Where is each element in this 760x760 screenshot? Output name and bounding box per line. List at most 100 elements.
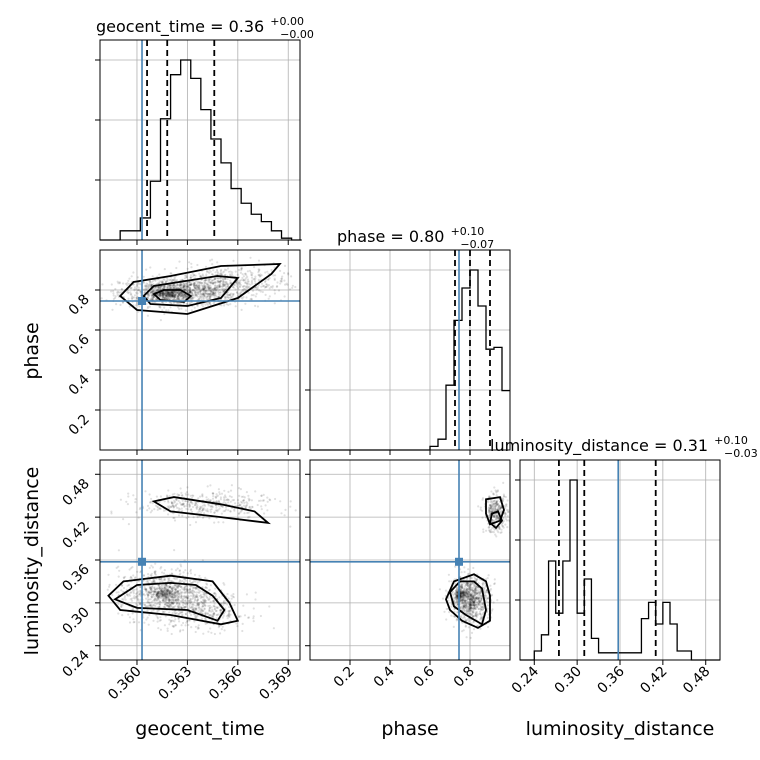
pair-phase-luminosity-distance-sample-point [466, 597, 469, 600]
pair-geocent-time-luminosity-distance-sample-point [107, 573, 110, 576]
pair-geocent-time-phase-sample-point [160, 280, 163, 283]
pair-geocent-time-phase-sample-point [162, 291, 165, 294]
pair-geocent-time-phase-sample-point [258, 289, 261, 292]
pair-geocent-time-luminosity-distance-sample-point [146, 600, 150, 603]
pair-geocent-time-phase-sample-point [181, 283, 184, 287]
pair-geocent-time-phase-sample-point [219, 271, 223, 274]
pair-geocent-time-phase-sample-point [199, 281, 202, 284]
pair-phase-luminosity-distance-sample-point [461, 587, 464, 590]
pair-geocent-time-phase-sample-point [144, 288, 147, 291]
pair-geocent-time-phase-sample-point [246, 282, 249, 285]
pair-geocent-time-luminosity-distance-sample-point [196, 516, 199, 519]
pair-phase-luminosity-distance-sample-point [463, 615, 466, 618]
pair-geocent-time-phase-sample-point [271, 285, 274, 288]
pair-geocent-time-luminosity-distance-sample-point [208, 595, 212, 598]
pair-geocent-time-luminosity-distance-sample-point [179, 563, 182, 566]
pair-phase-luminosity-distance-sample-point [456, 600, 459, 604]
pair-geocent-time-phase-sample-point [144, 284, 147, 287]
pair-geocent-time-phase-sample-point [173, 296, 176, 299]
pair-phase-luminosity-distance-sample-point [454, 601, 457, 604]
pair-geocent-time-phase-sample-point [177, 294, 180, 297]
pair-geocent-time-luminosity-distance-sample-point [176, 593, 179, 597]
pair-geocent-time-phase-sample-point [156, 282, 160, 285]
pair-geocent-time-luminosity-distance-sample-point [182, 601, 186, 604]
pair-geocent-time-phase-sample-point [242, 279, 245, 282]
pair-geocent-time-luminosity-distance-sample-point [186, 572, 189, 575]
pair-geocent-time-luminosity-distance-sample-point [186, 602, 189, 605]
pair-geocent-time-luminosity-distance-sample-point [166, 594, 169, 598]
pair-geocent-time-luminosity-distance-sample-point [153, 590, 156, 593]
pair-geocent-time-luminosity-distance-sample-point [150, 564, 153, 567]
pair-geocent-time-luminosity-distance-sample-point [165, 583, 168, 586]
pair-geocent-time-luminosity-distance-sample-point [153, 572, 157, 576]
pair-phase-luminosity-distance-sample-point [465, 592, 469, 596]
pair-geocent-time-phase-sample-point [194, 283, 197, 286]
pair-geocent-time-phase-sample-point [184, 288, 188, 291]
pair-geocent-time-luminosity-distance-sample-point [237, 504, 240, 508]
pair-geocent-time-phase-sample-point [127, 292, 130, 295]
pair-phase-luminosity-distance-sample-point [489, 507, 492, 510]
pair-phase-luminosity-distance-sample-point [479, 506, 482, 509]
pair-geocent-time-luminosity-distance-sample-point [185, 621, 188, 624]
pair-geocent-time-phase-sample-point [199, 282, 202, 285]
pair-phase-luminosity-distance-sample-point [473, 603, 476, 606]
pair-phase-luminosity-distance-sample-point [471, 599, 474, 602]
pair-geocent-time-luminosity-distance-sample-point [243, 512, 246, 515]
pair-geocent-time-luminosity-distance-sample-point [154, 570, 157, 573]
pair-geocent-time-phase-sample-point [271, 286, 274, 289]
pair-geocent-time-luminosity-distance-sample-point [224, 502, 227, 505]
pair-geocent-time-phase-sample-point [183, 282, 186, 285]
pair-geocent-time-phase-sample-point [168, 292, 172, 295]
pair-geocent-time-luminosity-distance-sample-point [205, 596, 208, 599]
pair-geocent-time-luminosity-distance-sample-point [160, 589, 163, 592]
pair-phase-luminosity-distance-sample-point [474, 613, 477, 616]
pair-phase-luminosity-distance-sample-point [464, 603, 467, 607]
pair-geocent-time-phase-sample-point [206, 302, 209, 305]
pair-geocent-time-luminosity-distance-sample-point [208, 588, 211, 591]
pair-geocent-time-phase-sample-point [237, 268, 241, 272]
pair-geocent-time-luminosity-distance-sample-point [227, 509, 230, 512]
pair-geocent-time-luminosity-distance-sample-point [216, 510, 219, 513]
pair-geocent-time-phase-sample-point [249, 298, 252, 301]
pair-geocent-time-luminosity-distance-sample-point [155, 598, 158, 601]
pair-geocent-time-luminosity-distance-sample-point [242, 499, 245, 502]
pair-geocent-time-luminosity-distance-sample-point [170, 604, 173, 607]
pair-phase-luminosity-distance-sample-point [451, 590, 455, 593]
pair-phase-luminosity-distance-sample-point [492, 504, 495, 507]
pair-geocent-time-phase-sample-point [100, 297, 103, 300]
pair-geocent-time-luminosity-distance-sample-point [168, 586, 171, 589]
pair-geocent-time-phase-sample-point [158, 292, 161, 295]
pair-geocent-time-phase-sample-point [207, 287, 210, 290]
pair-geocent-time-luminosity-distance-sample-point [181, 601, 185, 605]
pair-phase-luminosity-distance-sample-point [460, 592, 463, 595]
pair-geocent-time-phase-sample-point [171, 295, 174, 298]
pair-geocent-time-phase-sample-point [183, 288, 186, 291]
pair-geocent-time-luminosity-distance-sample-point [151, 581, 154, 584]
pair-geocent-time-luminosity-distance-sample-point [186, 601, 189, 605]
pair-geocent-time-phase-sample-point [193, 285, 196, 288]
pair-geocent-time-phase-sample-point [148, 293, 151, 297]
pair-geocent-time-phase-sample-point [225, 280, 228, 284]
pair-geocent-time-luminosity-distance-sample-point [158, 594, 162, 598]
pair-geocent-time-phase-sample-point [176, 295, 180, 299]
pair-geocent-time-luminosity-distance-sample-point [180, 597, 183, 600]
pair-geocent-time-phase-sample-point [199, 292, 202, 295]
pair-geocent-time-phase-sample-point [203, 295, 206, 298]
pair-geocent-time-luminosity-distance-sample-point [250, 499, 253, 502]
pair-geocent-time-luminosity-distance-sample-point [138, 593, 141, 596]
pair-geocent-time-phase-sample-point [175, 279, 178, 282]
pair-geocent-time-phase-sample-point [117, 291, 120, 294]
pair-geocent-time-luminosity-distance-sample-point [115, 566, 118, 570]
pair-geocent-time-phase-sample-point [193, 285, 196, 288]
pair-geocent-time-phase-sample-point [244, 272, 247, 275]
pair-geocent-time-phase-sample-point [171, 290, 174, 293]
pair-geocent-time-luminosity-distance-sample-point [189, 494, 192, 497]
pair-geocent-time-luminosity-distance-sample-point [135, 595, 138, 598]
pair-phase-luminosity-distance-sample-point [474, 607, 477, 610]
pair-geocent-time-luminosity-distance-sample-point [153, 592, 156, 596]
pair-geocent-time-luminosity-distance-sample-point [161, 588, 164, 591]
pair-geocent-time-luminosity-distance-sample-point [198, 606, 201, 609]
pair-geocent-time-luminosity-distance-sample-point [205, 496, 208, 499]
pair-geocent-time-luminosity-distance-sample-point [241, 499, 245, 502]
pair-geocent-time-phase-sample-point [279, 279, 282, 283]
